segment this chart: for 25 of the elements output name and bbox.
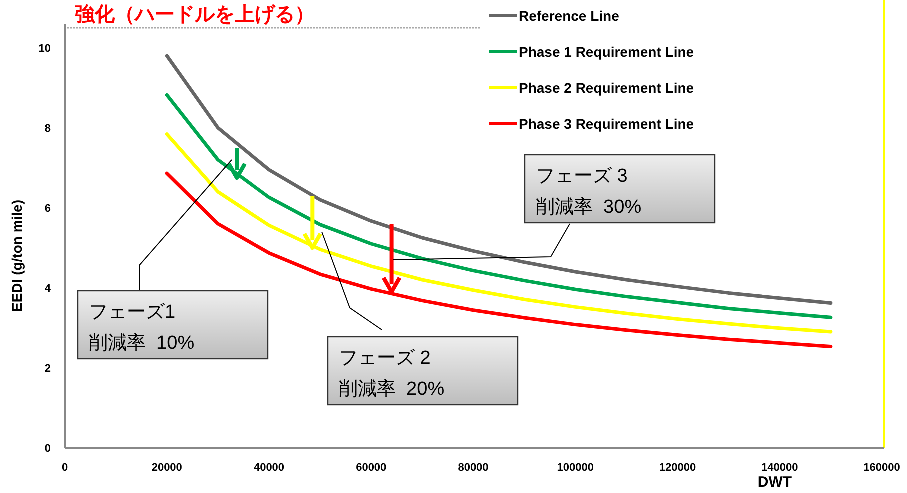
x-tick-label: 60000 [356,462,387,474]
x-axis-title: DWT [758,474,792,491]
legend-label: Phase 1 Requirement Line [519,44,694,60]
x-tick-label: 140000 [762,462,798,474]
x-tick-label: 0 [62,462,68,474]
x-tick-label: 100000 [557,462,594,474]
x-tick-label: 160000 [864,462,900,474]
legend-label: Reference Line [519,8,620,24]
chart-title: 強化（ハードルを上げる） [75,4,315,26]
annotation: フェーズ 3 削減率 30% [536,166,642,218]
annotation: フェーズ1 削減率 10% [89,302,195,354]
annotation: フェーズ 2 削減率 20% [339,348,445,400]
y-axis-title: EEDI (g/ton mile) [9,200,25,312]
x-tick-label: 120000 [659,462,696,474]
y-tick-label: 0 [44,443,51,455]
x-tick-label: 80000 [458,462,489,474]
x-tick-label: 20000 [152,462,182,474]
y-tick-label: 10 [38,43,51,55]
legend-label: Phase 2 Requirement Line [519,80,694,96]
y-tick-label: 8 [44,123,51,135]
y-tick-label: 6 [44,203,51,215]
legend-label: Phase 3 Requirement Line [519,116,694,132]
y-tick-label: 2 [44,363,51,375]
x-tick-label: 40000 [254,462,285,474]
y-tick-label: 4 [44,283,52,295]
